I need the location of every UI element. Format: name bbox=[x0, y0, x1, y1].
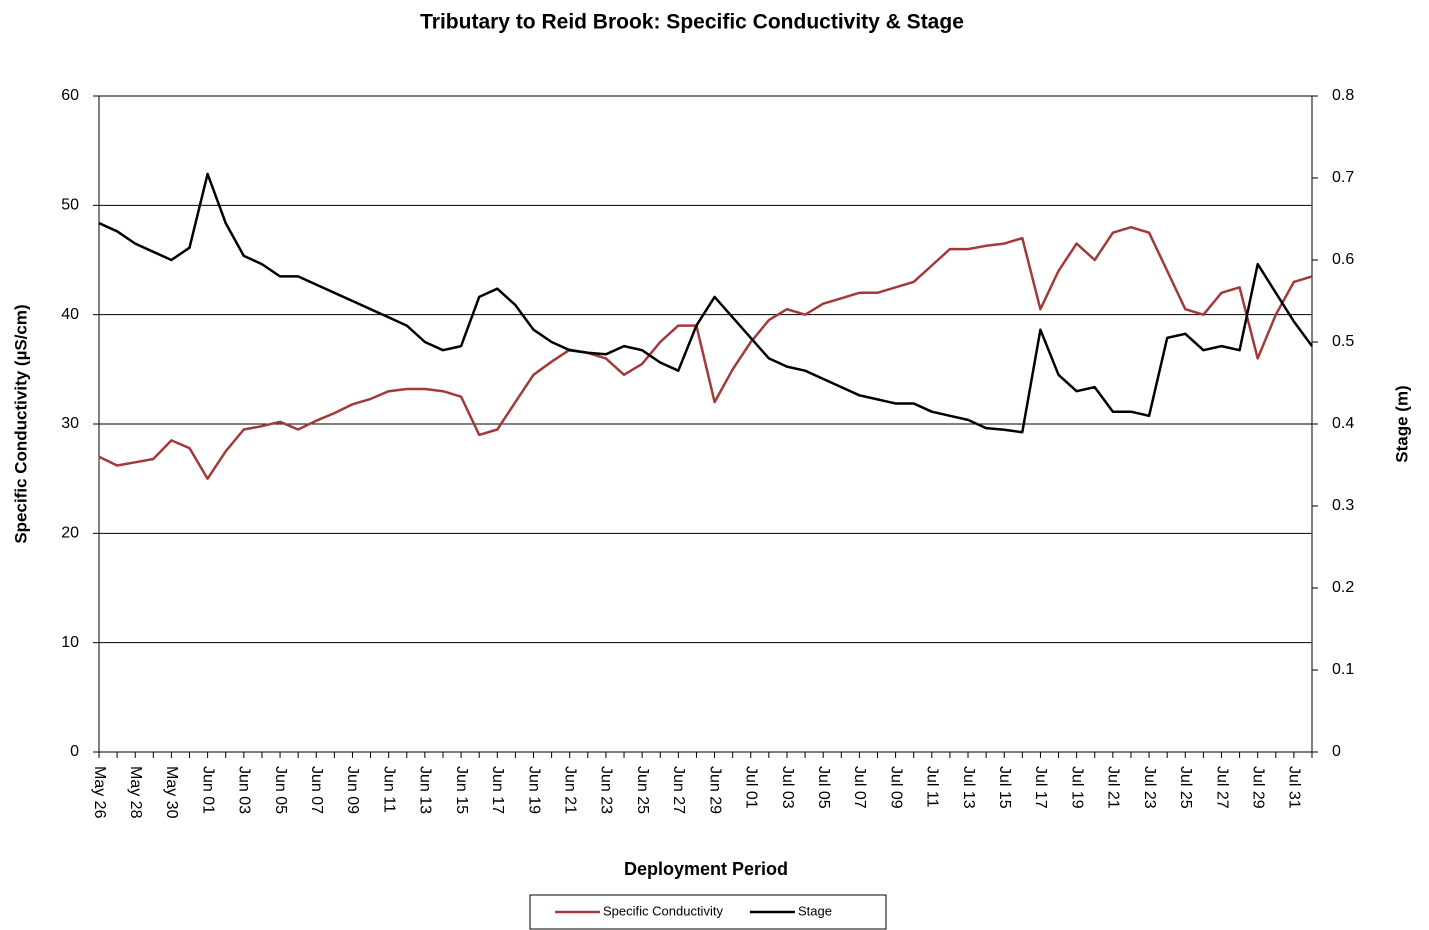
x-tick-label: Jul 03 bbox=[779, 766, 796, 809]
chart-title: Tributary to Reid Brook: Specific Conduc… bbox=[420, 11, 964, 34]
x-tick-label: Jul 15 bbox=[996, 766, 1013, 809]
x-tick-label: May 26 bbox=[91, 766, 108, 819]
x-tick-label: Jun 05 bbox=[272, 766, 289, 814]
x-tick-label: Jul 21 bbox=[1105, 766, 1122, 809]
x-tick-label: Jun 19 bbox=[525, 766, 542, 814]
x-tick-label: Jul 25 bbox=[1177, 766, 1194, 809]
legend-label: Specific Conductivity bbox=[603, 903, 723, 918]
x-tick-label: Jun 29 bbox=[706, 766, 723, 814]
x-tick-label: Jul 27 bbox=[1213, 766, 1230, 809]
series-line bbox=[98, 172, 1314, 434]
x-tick-label: Jun 15 bbox=[453, 766, 470, 814]
y-tick-label: 50 bbox=[61, 197, 79, 214]
x-tick-label: Jul 05 bbox=[815, 766, 832, 809]
y2-axis-label: Stage (m) bbox=[1392, 385, 1411, 462]
x-tick-label: Jul 07 bbox=[851, 766, 868, 809]
x-tick-label: Jun 11 bbox=[380, 766, 397, 813]
x-tick-label: Jun 01 bbox=[199, 766, 216, 814]
x-tick-label: May 28 bbox=[127, 766, 144, 819]
x-tick-label: May 30 bbox=[163, 766, 180, 819]
y2-tick-label: 0.6 bbox=[1332, 251, 1354, 268]
y-tick-label: 30 bbox=[61, 415, 79, 432]
y2-tick-label: 0 bbox=[1332, 743, 1341, 760]
x-tick-label: Jun 25 bbox=[634, 766, 651, 814]
x-tick-label: Jul 11 bbox=[924, 766, 941, 808]
x-tick-label: Jun 13 bbox=[417, 766, 434, 814]
x-axis-label: Deployment Period bbox=[624, 859, 788, 879]
x-tick-label: Jun 23 bbox=[598, 766, 615, 814]
y-tick-label: 60 bbox=[61, 87, 79, 104]
y2-tick-label: 0.3 bbox=[1332, 497, 1354, 514]
x-tick-label: Jul 09 bbox=[887, 766, 904, 809]
x-tick-label: Jul 31 bbox=[1286, 766, 1303, 809]
x-tick-label: Jun 03 bbox=[236, 766, 253, 814]
x-tick-label: Jun 21 bbox=[561, 766, 578, 814]
y-axis-label: Specific Conductivity (µS/cm) bbox=[11, 304, 30, 543]
x-tick-label: Jul 01 bbox=[743, 766, 760, 809]
y2-tick-label: 0.7 bbox=[1332, 169, 1354, 186]
x-tick-label: Jul 29 bbox=[1249, 766, 1266, 809]
y2-tick-label: 0.8 bbox=[1332, 87, 1354, 104]
x-tick-label: Jul 13 bbox=[960, 766, 977, 809]
y-tick-label: 10 bbox=[61, 634, 79, 651]
x-tick-label: Jun 17 bbox=[489, 766, 506, 814]
x-tick-label: Jun 07 bbox=[308, 766, 325, 814]
series-line bbox=[98, 225, 1313, 480]
y2-tick-label: 0.5 bbox=[1332, 333, 1354, 350]
x-tick-label: Jun 09 bbox=[344, 766, 361, 814]
x-tick-label: Jun 27 bbox=[670, 766, 687, 814]
x-tick-label: Jul 23 bbox=[1141, 766, 1158, 809]
legend-label: Stage bbox=[798, 903, 832, 918]
x-tick-label: Jul 19 bbox=[1068, 766, 1085, 809]
y2-tick-label: 0.1 bbox=[1332, 661, 1354, 678]
y-tick-label: 40 bbox=[61, 306, 79, 323]
y-tick-label: 20 bbox=[61, 525, 79, 542]
x-tick-label: Jul 17 bbox=[1032, 766, 1049, 809]
y-tick-label: 0 bbox=[70, 743, 79, 760]
y2-tick-label: 0.4 bbox=[1332, 415, 1354, 432]
y2-tick-label: 0.2 bbox=[1332, 579, 1354, 596]
